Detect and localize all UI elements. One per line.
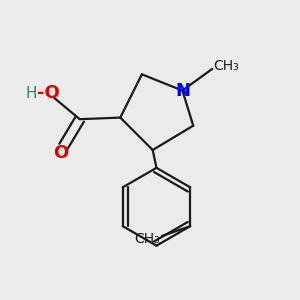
Text: CH₃: CH₃ (134, 232, 160, 246)
Text: CH₃: CH₃ (213, 59, 238, 73)
Text: H: H (26, 86, 37, 101)
Text: N: N (175, 82, 190, 100)
Text: -O: -O (37, 84, 60, 102)
Text: O: O (53, 144, 68, 162)
